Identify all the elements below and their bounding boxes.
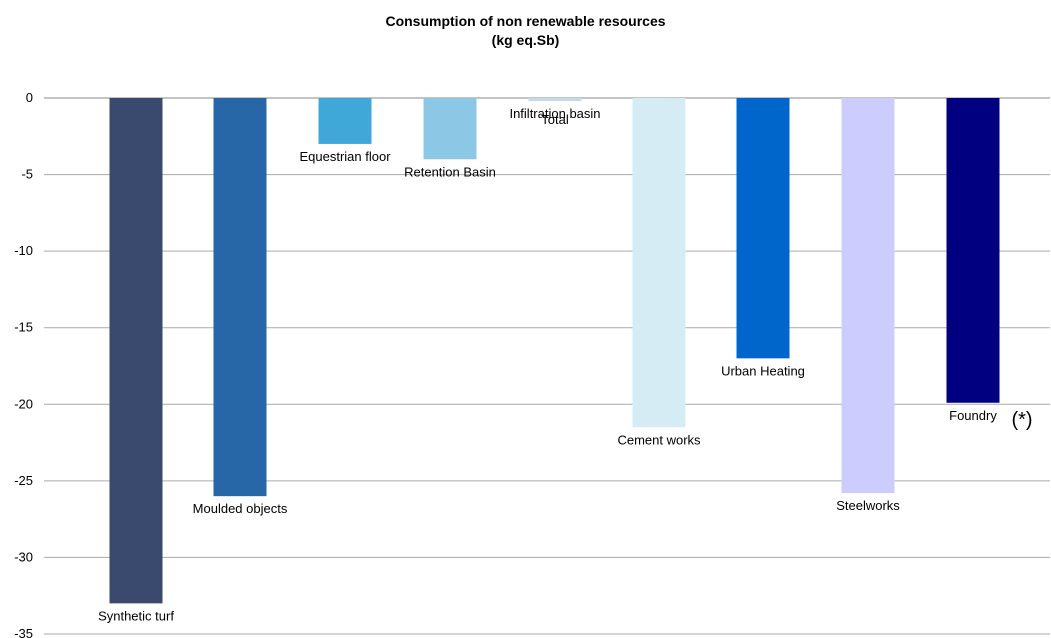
bar — [423, 98, 477, 160]
category-label: Steelworks — [836, 498, 900, 513]
y-tick-label: -10 — [14, 243, 33, 258]
category-label: Retention Basin — [404, 164, 496, 179]
footnote-marker: (*) — [1011, 409, 1032, 431]
category-label: Cement works — [617, 432, 701, 447]
bar — [841, 98, 895, 494]
category-label: Equestrian floor — [299, 149, 391, 164]
annotation-label: Infiltration basin — [509, 106, 600, 121]
category-label: Urban Heating — [721, 363, 805, 378]
bar — [528, 98, 582, 102]
y-tick-label: -30 — [14, 549, 33, 564]
y-tick-label: -5 — [21, 167, 33, 182]
y-tick-label: -35 — [14, 626, 33, 638]
category-label: Foundry — [949, 408, 997, 423]
y-tick-label: -20 — [14, 396, 33, 411]
bar — [946, 98, 1000, 403]
category-label: Synthetic turf — [98, 608, 174, 623]
bar — [213, 98, 267, 497]
bar — [632, 98, 686, 428]
chart-subtitle: (kg eq.Sb) — [491, 32, 560, 48]
y-tick-label: -25 — [14, 473, 33, 488]
category-label: Moulded objects — [193, 501, 288, 516]
bar — [109, 98, 163, 604]
y-tick-label: -15 — [14, 320, 33, 335]
bar — [318, 98, 372, 144]
bar — [736, 98, 790, 359]
y-tick-label: 0 — [26, 90, 33, 105]
chart-title: Consumption of non renewable resources — [385, 13, 666, 29]
category-label: Total — [541, 112, 569, 127]
